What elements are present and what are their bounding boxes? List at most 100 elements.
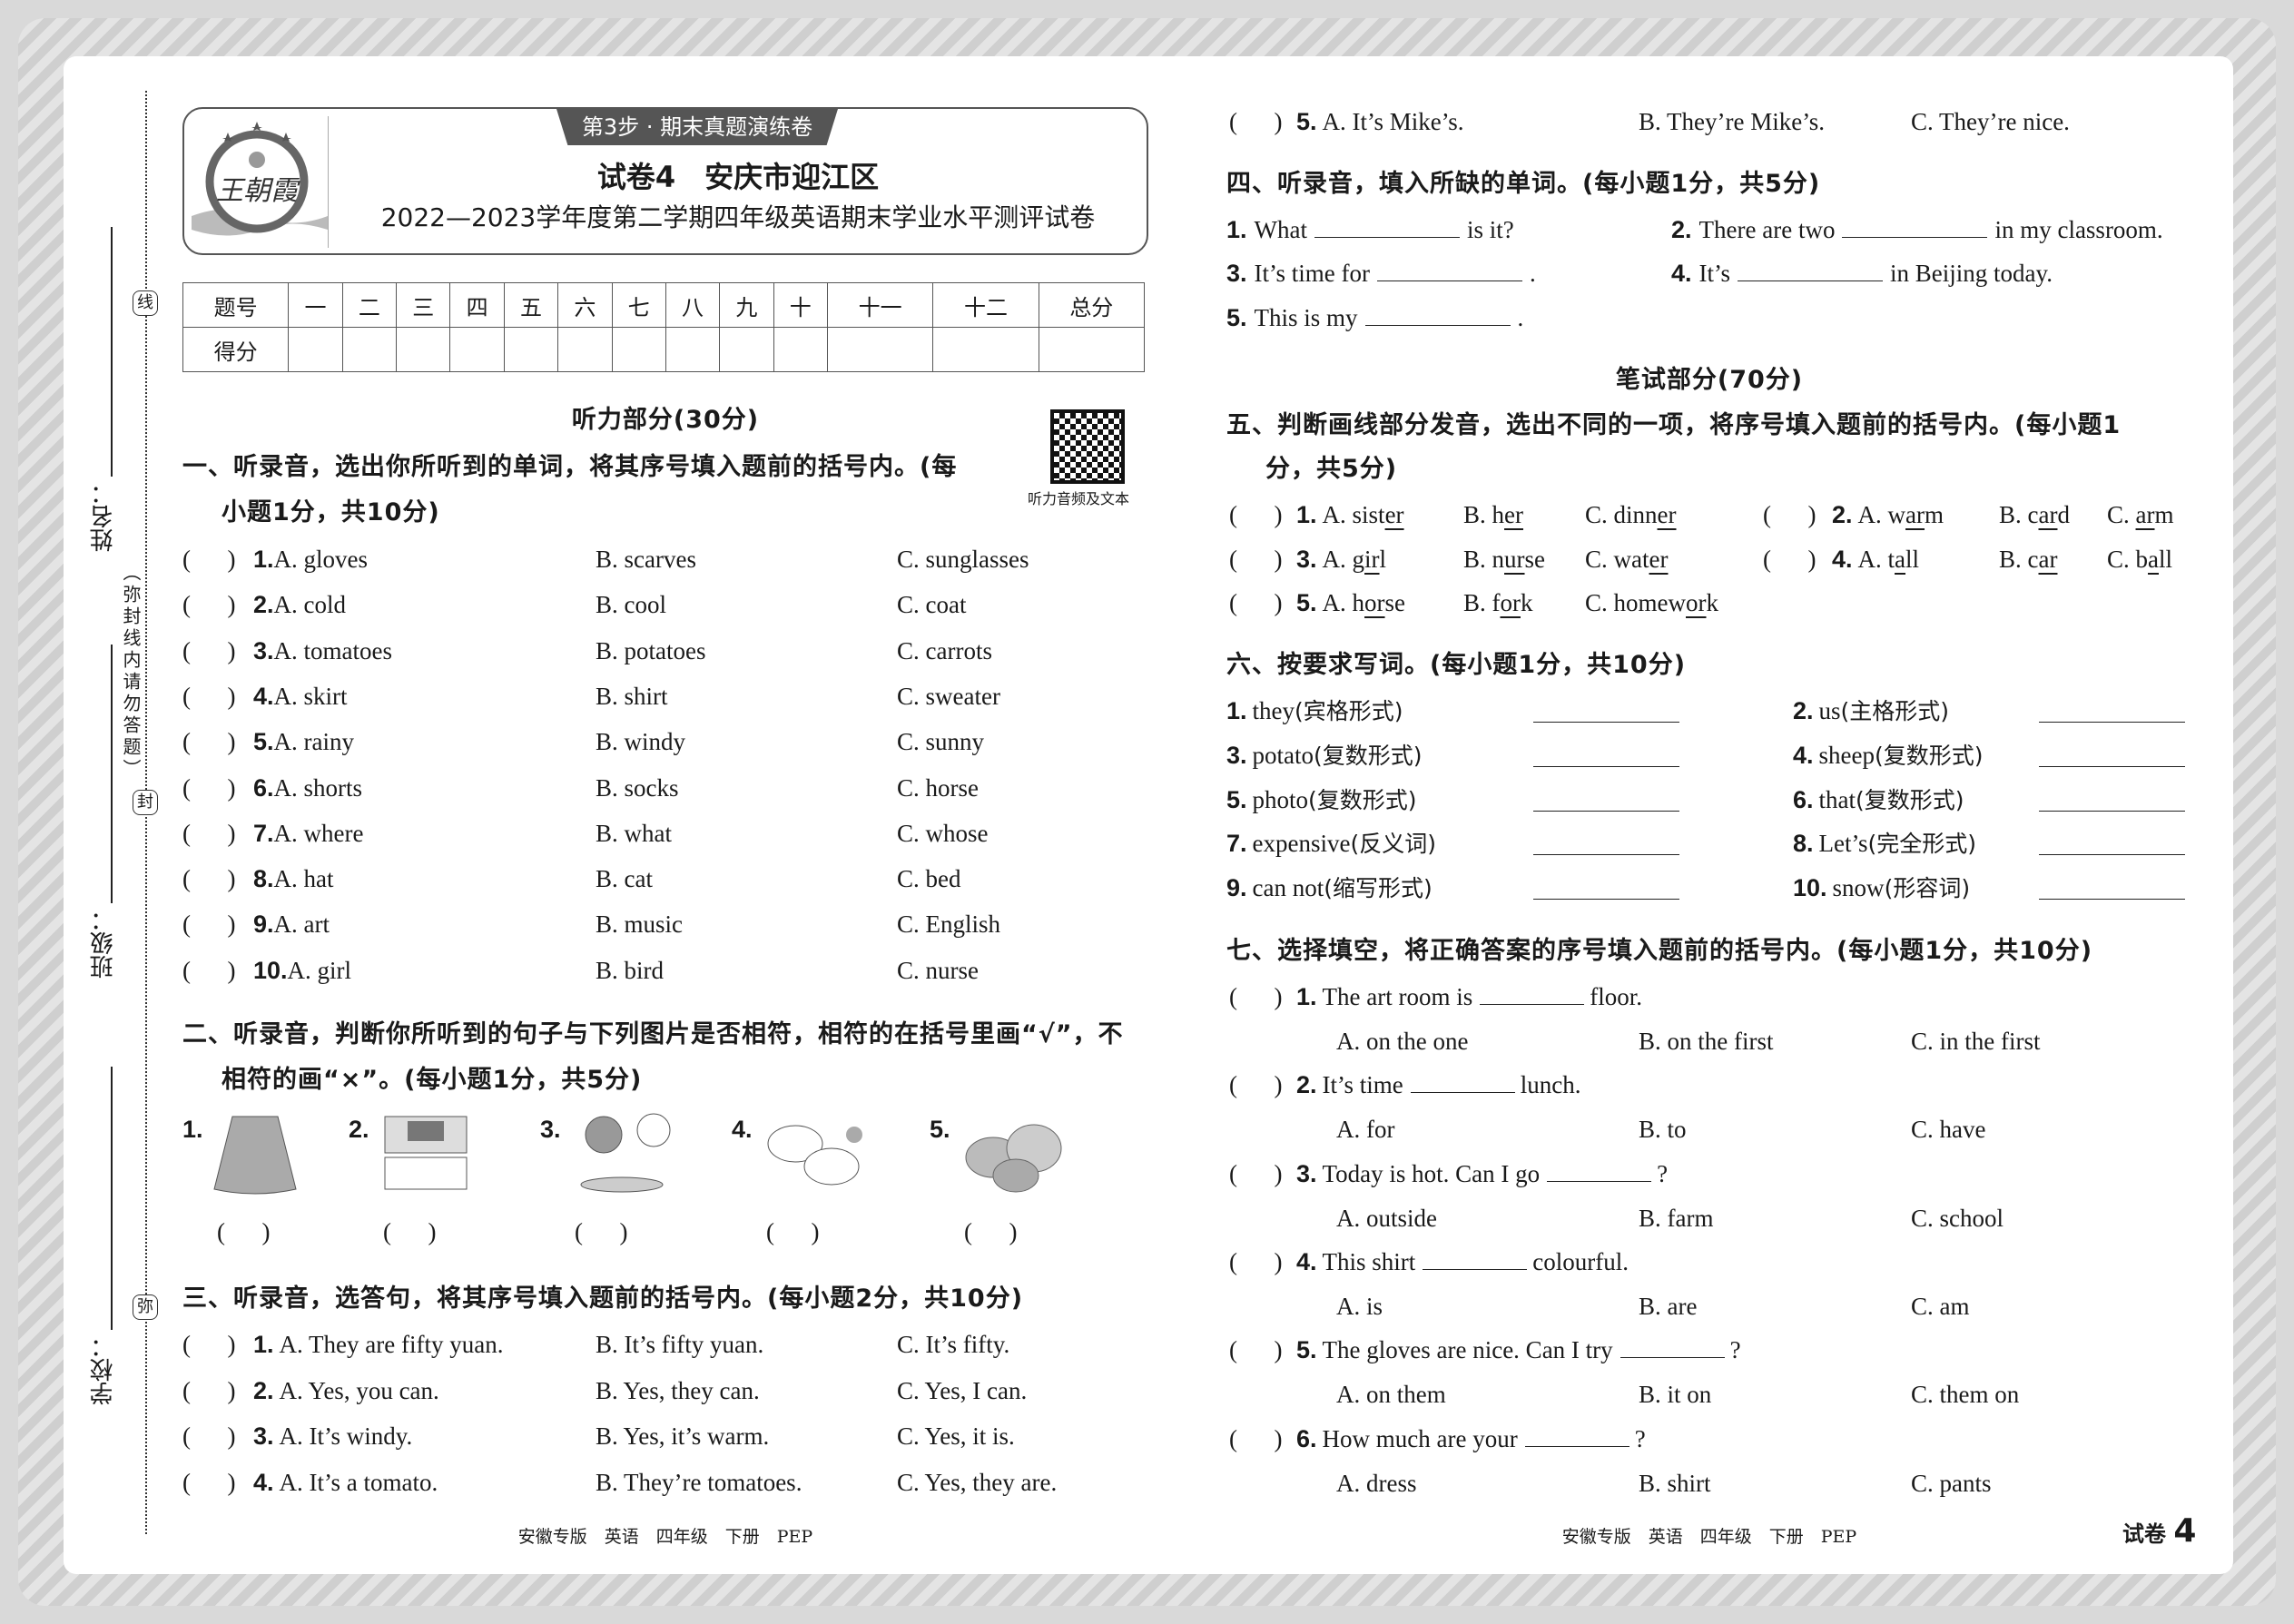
score-cell[interactable] (288, 327, 343, 372)
school-field[interactable] (111, 1067, 113, 1330)
picture-answer-bracket[interactable]: ( ) (383, 1218, 437, 1245)
question-number: 5. (1296, 1336, 1317, 1364)
option-c: C. nurse (897, 956, 979, 984)
question-number: 4. (253, 682, 274, 710)
answer-bracket[interactable]: ( ) (1229, 546, 1283, 573)
question-number: 4. (1793, 741, 1814, 769)
answer-blank[interactable] (2039, 832, 2185, 856)
answer-blank[interactable] (1314, 215, 1461, 238)
option-c: C. school (1911, 1204, 2004, 1232)
score-cell[interactable] (826, 327, 934, 372)
question-number: 5. (1226, 304, 1247, 331)
picture-answer-bracket[interactable]: ( ) (217, 1218, 271, 1245)
option-text: A. h (1322, 589, 1365, 616)
answer-bracket[interactable]: ( ) (182, 910, 236, 939)
answer-blank[interactable] (1533, 877, 1679, 901)
answer-bracket[interactable]: ( ) (1229, 108, 1283, 135)
skirt-picture-icon (210, 1107, 328, 1207)
answer-blank[interactable] (1364, 303, 1511, 326)
question-number: 5. (1296, 589, 1317, 616)
answer-blank[interactable] (1533, 700, 1679, 723)
answer-bracket[interactable]: ( ) (182, 865, 236, 893)
option-b: B. nurse (1463, 545, 1545, 574)
answer-bracket[interactable]: ( ) (182, 1331, 236, 1358)
qr-code-icon[interactable] (1050, 409, 1125, 484)
answer-bracket[interactable]: ( ) (182, 1468, 236, 1496)
underlined-letters: or (1364, 589, 1385, 616)
answer-blank[interactable] (1620, 1335, 1725, 1359)
answer-bracket[interactable]: ( ) (182, 773, 236, 802)
answer-bracket[interactable]: ( ) (182, 546, 236, 573)
class-field[interactable] (111, 645, 113, 903)
sec5-heading-cont: 分，共5分) (1265, 455, 1398, 483)
question-number: 5. (253, 728, 274, 756)
picture-answer-bracket[interactable]: ( ) (575, 1218, 628, 1245)
answer-blank[interactable] (1533, 744, 1679, 767)
sheep-picture-icon (759, 1107, 877, 1207)
exam-title: 试卷4 安庆市迎江区 (596, 160, 880, 194)
question-item: 1. A. sister (1296, 500, 1404, 529)
answer-bracket[interactable]: ( ) (182, 682, 236, 710)
option-text: C. (2107, 501, 2136, 528)
answer-bracket[interactable]: ( ) (1229, 1159, 1283, 1187)
answer-blank[interactable] (2039, 700, 2185, 723)
answer-bracket[interactable]: ( ) (182, 591, 236, 619)
answer-blank[interactable] (1423, 1247, 1528, 1270)
answer-bracket[interactable]: ( ) (1229, 1247, 1283, 1275)
score-cell[interactable] (773, 327, 828, 372)
option-c: C. water (1585, 545, 1668, 574)
score-cell[interactable] (1038, 327, 1146, 372)
answer-blank[interactable] (2039, 877, 2185, 901)
score-cell[interactable] (396, 327, 451, 372)
score-cell[interactable] (557, 327, 613, 372)
answer-blank[interactable] (1842, 215, 1988, 238)
option-text: B. f (1463, 589, 1501, 616)
answer-blank[interactable] (1738, 259, 1884, 281)
answer-bracket[interactable]: ( ) (182, 819, 236, 847)
answer-blank[interactable] (1547, 1159, 1652, 1182)
option-c: C. whose (897, 819, 989, 847)
requirement: (复数形式) (1308, 786, 1417, 813)
suffix-text: is it? (1467, 216, 1514, 243)
answer-blank[interactable] (1524, 1424, 1629, 1447)
option-text: k (1521, 589, 1533, 616)
question-number: 2. (1832, 501, 1853, 528)
requirement: (主格形式) (1840, 698, 1950, 724)
answer-bracket[interactable]: ( ) (1229, 589, 1283, 616)
answer-bracket[interactable]: ( ) (1229, 1424, 1283, 1452)
answer-blank[interactable] (2039, 744, 2185, 767)
answer-bracket[interactable]: ( ) (1229, 983, 1283, 1010)
score-cell[interactable] (719, 327, 774, 372)
score-cell[interactable] (611, 327, 666, 372)
answer-bracket[interactable]: ( ) (182, 636, 236, 664)
name-field[interactable] (111, 227, 113, 477)
question-number: 2. (253, 591, 274, 619)
answer-blank[interactable] (2039, 789, 2185, 812)
option-text: B. n (1463, 546, 1505, 573)
score-cell[interactable] (932, 327, 1039, 372)
answer-bracket[interactable]: ( ) (182, 956, 236, 984)
answer-blank[interactable] (1480, 982, 1585, 1005)
answer-bracket[interactable]: ( ) (182, 1422, 236, 1450)
answer-bracket[interactable]: ( ) (1229, 501, 1283, 528)
answer-bracket[interactable]: ( ) (1763, 546, 1816, 573)
score-cell[interactable] (341, 327, 398, 372)
picture-answer-bracket[interactable]: ( ) (766, 1218, 820, 1245)
picture-answer-bracket[interactable]: ( ) (964, 1218, 1018, 1245)
answer-bracket[interactable]: ( ) (1229, 1071, 1283, 1099)
answer-blank[interactable] (1410, 1070, 1515, 1094)
requirement: (复数形式) (1856, 786, 1964, 813)
seal-char-mi: 弥 (133, 1294, 158, 1320)
score-cell[interactable] (449, 327, 505, 372)
answer-bracket[interactable]: ( ) (1229, 1336, 1283, 1364)
answer-blank[interactable] (1533, 789, 1679, 812)
answer-bracket[interactable]: ( ) (182, 1376, 236, 1404)
score-cell[interactable] (665, 327, 721, 372)
answer-blank[interactable] (1533, 832, 1679, 856)
answer-bracket[interactable]: ( ) (1763, 501, 1816, 528)
option-text: se (1384, 589, 1406, 616)
answer-bracket[interactable]: ( ) (182, 728, 236, 756)
picture-number: 5. (930, 1116, 950, 1143)
answer-blank[interactable] (1377, 259, 1523, 281)
score-cell[interactable] (503, 327, 559, 372)
